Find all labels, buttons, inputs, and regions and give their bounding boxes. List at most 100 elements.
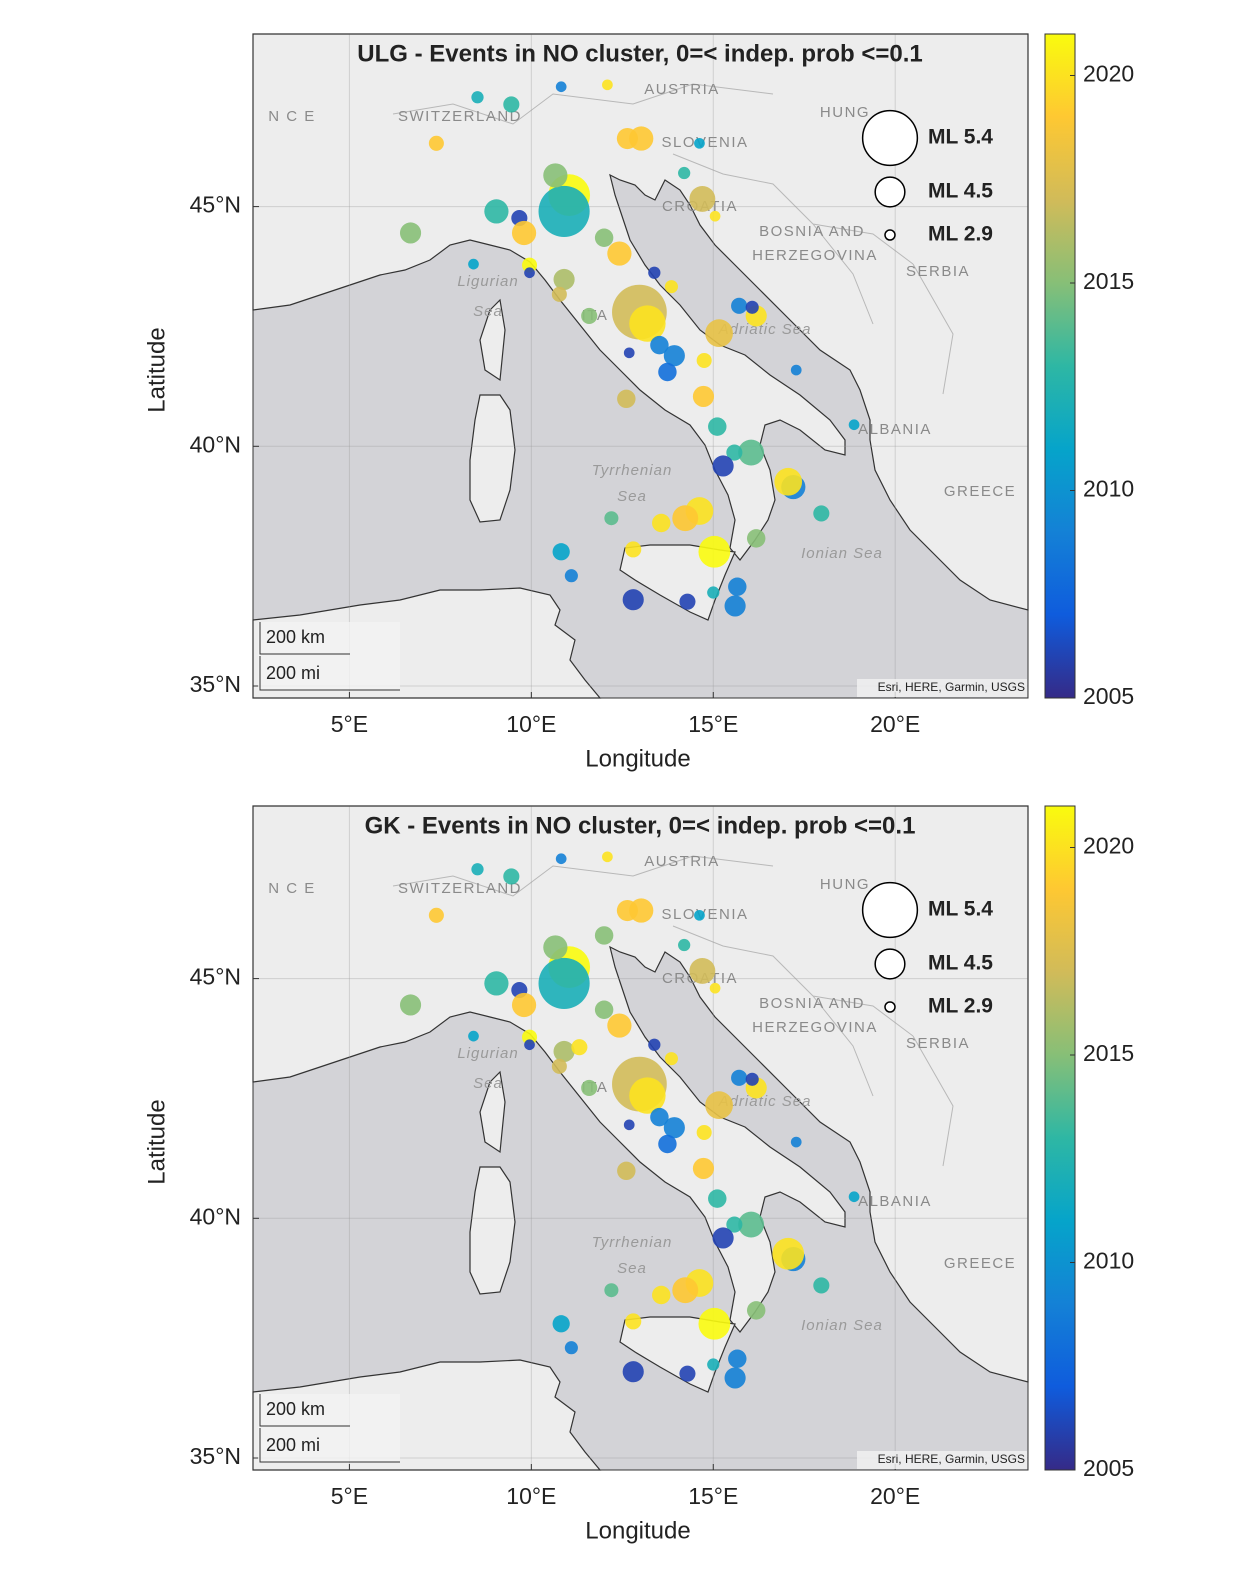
x-tick-label: 20°E (870, 711, 920, 737)
event-marker (772, 1237, 805, 1270)
event-marker (629, 305, 666, 342)
scale-bar (259, 622, 400, 691)
event-marker (594, 1000, 614, 1019)
size-legend-label: ML 2.9 (928, 223, 993, 246)
event-marker (726, 1216, 743, 1233)
event-marker (705, 319, 733, 348)
event-marker (709, 210, 721, 222)
size-legend-label: ML 4.5 (928, 180, 993, 203)
scale-bar-label: 200 mi (266, 663, 320, 683)
event-marker (709, 982, 721, 994)
event-marker (522, 1029, 538, 1045)
x-axis-label: Longitude (585, 1517, 690, 1544)
map-label: BOSNIA AND (759, 223, 865, 240)
event-marker (790, 364, 802, 376)
event-marker (581, 307, 598, 324)
x-tick-label: 15°E (688, 711, 738, 737)
event-marker (694, 909, 705, 921)
event-marker (524, 267, 535, 279)
event-marker (538, 185, 590, 237)
event-marker (617, 1161, 636, 1181)
sea-label: Ligurian (457, 1045, 518, 1062)
event-marker (712, 455, 734, 477)
map-label: AUSTRIA (644, 81, 720, 98)
event-marker (652, 513, 671, 533)
map-label: SERBIA (906, 263, 970, 280)
event-marker (738, 1211, 765, 1238)
event-marker (728, 577, 747, 596)
event-marker (594, 228, 614, 247)
event-marker (650, 335, 669, 355)
event-marker (848, 419, 860, 431)
event-marker (564, 569, 578, 583)
map-labels: N C ESWITZERLANDAUSTRIAHUNGSLOVENIACROAT… (268, 81, 1014, 562)
event-marker (731, 1069, 748, 1086)
y-axis-label: Latitude (143, 327, 170, 412)
event-marker (692, 385, 715, 408)
map-label: ALBANIA (858, 1193, 932, 1210)
event-marker (663, 345, 685, 367)
event-marker (629, 1077, 666, 1114)
event-marker (658, 1134, 677, 1154)
scale-bar-label: 200 km (266, 627, 325, 647)
map-label: SLOVENIA (661, 134, 748, 151)
size-legend-marker (884, 1001, 896, 1013)
x-tick-label: 15°E (688, 1483, 738, 1509)
event-marker (745, 300, 759, 314)
colorbar-tick-label: 2005 (1083, 1455, 1134, 1481)
event-marker (564, 1341, 578, 1355)
event-marker (689, 185, 716, 212)
event-marker (672, 505, 699, 532)
x-tick-label: 5°E (331, 1483, 368, 1509)
event-marker (689, 957, 716, 984)
event-marker (524, 1039, 535, 1051)
event-marker (522, 257, 538, 273)
chart-title: ULG - Events in NO cluster, 0=< indep. p… (357, 40, 923, 67)
map-label: N C E (268, 108, 316, 125)
event-marker (468, 1030, 479, 1042)
colorbar-tick-label: 2015 (1083, 268, 1134, 294)
event-marker (552, 1315, 570, 1333)
scale-bar-label: 200 km (266, 1399, 325, 1419)
event-marker (813, 1277, 830, 1294)
event-marker (399, 994, 422, 1016)
event-marker (648, 266, 661, 279)
map-label: GREECE (944, 1255, 1016, 1272)
y-tick-label: 45°N (190, 192, 241, 218)
x-tick-label: 10°E (506, 711, 556, 737)
event-marker (679, 593, 696, 610)
size-legend-marker (874, 176, 906, 208)
sea-label: Sea (473, 303, 503, 320)
map-label: AUSTRIA (644, 853, 720, 870)
y-axis-label: Latitude (143, 1099, 170, 1184)
sea-label: Adriatic Sea (718, 321, 812, 338)
event-marker (553, 1040, 575, 1063)
event-marker (672, 1277, 699, 1304)
event-marker (692, 1157, 715, 1180)
event-marker (728, 1349, 747, 1368)
map-label: ALBANIA (858, 421, 932, 438)
axes-frame (252, 33, 1029, 699)
event-marker (511, 992, 537, 1018)
colorbar-tick-label: 2020 (1083, 833, 1134, 859)
event-marker (707, 586, 720, 599)
chart-title: GK - Events in NO cluster, 0=< indep. pr… (365, 812, 916, 839)
event-marker (551, 286, 567, 302)
event-marker (428, 135, 444, 151)
sea-label: Tyrrhenian (592, 462, 673, 479)
attribution: Esri, HERE, Garmin, USGS (878, 1452, 1025, 1466)
scale-bar (259, 1394, 400, 1463)
event-marker (538, 957, 590, 1009)
event-marker (678, 938, 691, 952)
map-label: SWITZERLAND (398, 880, 522, 897)
event-marker (705, 1091, 733, 1120)
event-marker (471, 91, 484, 104)
points (399, 79, 860, 617)
attribution: Esri, HERE, Garmin, USGS (878, 680, 1025, 694)
event-marker (731, 297, 748, 314)
event-marker (663, 1117, 685, 1139)
event-marker (428, 907, 444, 923)
event-marker (607, 1013, 632, 1038)
event-marker (708, 1189, 727, 1208)
